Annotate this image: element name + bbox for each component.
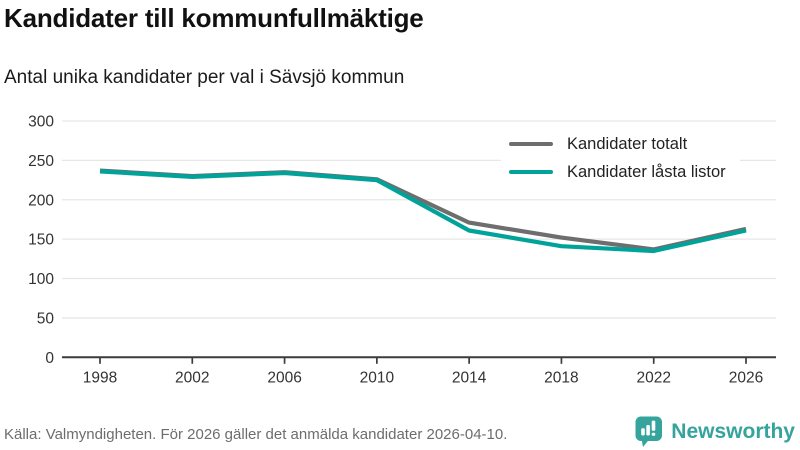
line-chart-canvas: 0 50 100 150 200 250 300 1998 2002 2006 2010 2014 20…	[28, 114, 776, 386]
chart-legend: Kandidater totalt Kandidater låsta listo…	[501, 129, 740, 189]
source-text: Källa: Valmyndigheten. För 2026 gäller d…	[4, 426, 508, 443]
x-tick-label: 2026	[729, 369, 763, 386]
x-tick-label: 2014	[452, 369, 487, 386]
y-tick-label: 100	[28, 271, 54, 288]
legend-swatch-gray	[509, 141, 553, 147]
x-tick-label: 2010	[360, 369, 395, 386]
page-title: Kandidater till kommunfullmäktige	[4, 3, 424, 33]
y-tick-label: 150	[28, 232, 54, 249]
y-tick-label: 300	[28, 114, 54, 131]
y-tick-label: 200	[28, 192, 54, 209]
legend-label: Kandidater totalt	[567, 134, 688, 153]
legend-label: Kandidater låsta listor	[567, 162, 726, 181]
newsworthy-wordmark: Newsworthy	[671, 420, 795, 443]
legend-swatch-teal	[509, 169, 553, 175]
y-tick-label: 50	[37, 310, 55, 327]
x-tick-label: 2006	[267, 369, 301, 386]
x-tick-label: 1998	[83, 369, 117, 386]
legend-item-kandidater-lasta-listor: Kandidater låsta listor	[509, 162, 726, 182]
chart-subtitle: Antal unika kandidater per val i Sävsjö …	[4, 67, 405, 88]
x-tick-label: 2022	[636, 369, 670, 386]
legend-item-kandidater-totalt: Kandidater totalt	[509, 134, 726, 154]
y-tick-label: 0	[45, 350, 54, 367]
y-tick-label: 250	[28, 153, 54, 170]
series-line-1	[99, 169, 747, 254]
newsworthy-logo[interactable]: Newsworthy	[635, 416, 795, 448]
newsworthy-bubble-icon	[635, 416, 663, 447]
x-tick-label: 2018	[544, 369, 578, 386]
x-tick-label: 2002	[175, 369, 209, 386]
